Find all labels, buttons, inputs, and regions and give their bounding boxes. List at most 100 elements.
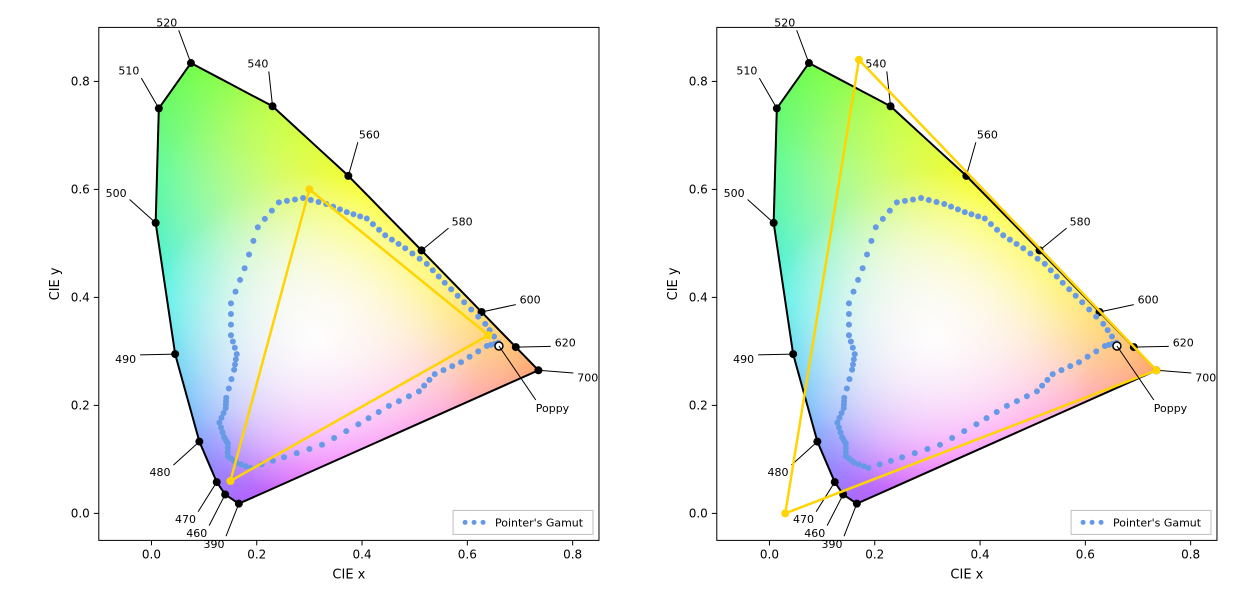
wavelength-leader xyxy=(140,354,175,355)
pointers-gamut-dot xyxy=(1003,403,1009,409)
x-tick-label: 0.6 xyxy=(458,547,477,561)
pointers-gamut-dot xyxy=(432,371,438,377)
wavelength-label: 510 xyxy=(736,65,757,78)
legend-marker-dot xyxy=(481,520,486,525)
pointers-gamut-dot xyxy=(1041,261,1047,267)
pointers-gamut-dot xyxy=(910,196,916,202)
pointers-gamut-dot xyxy=(849,362,855,368)
wavelength-marker xyxy=(830,478,838,486)
wavelength-label: 470 xyxy=(793,513,814,526)
y-tick-label: 0.4 xyxy=(71,290,90,304)
wavelength-label: 700 xyxy=(577,371,598,384)
pointers-gamut-dot xyxy=(386,403,392,409)
pointers-gamut-dot xyxy=(294,450,300,456)
wavelength-leader xyxy=(966,142,976,176)
pointers-gamut-dot xyxy=(1093,314,1099,320)
wavelength-leader xyxy=(141,78,158,108)
pointers-gamut-dot xyxy=(232,345,238,351)
pointers-gamut-dot xyxy=(246,252,252,258)
pointers-gamut-dot xyxy=(436,274,442,280)
pointers-gamut-dot xyxy=(396,398,402,404)
pointers-gamut-dot xyxy=(306,446,312,452)
pointers-gamut-dot xyxy=(987,221,993,227)
y-tick-label: 0.0 xyxy=(71,506,90,520)
wavelength-label: 470 xyxy=(175,513,196,526)
poppy-marker xyxy=(1112,342,1120,350)
gamut-triangle-vertex xyxy=(1152,366,1160,374)
pointers-gamut-dot xyxy=(228,322,234,328)
gamut-triangle-vertex xyxy=(781,509,789,517)
y-tick-label: 0.6 xyxy=(688,182,707,196)
pointers-gamut-dot xyxy=(937,442,943,448)
pointers-gamut-dot xyxy=(355,421,361,427)
pointers-gamut-dot xyxy=(350,211,356,217)
wavelength-leader xyxy=(1099,305,1133,312)
wavelength-label: 700 xyxy=(1195,371,1216,384)
wavelength-label: 540 xyxy=(247,57,268,70)
pointers-gamut-dot xyxy=(948,204,954,210)
pointers-gamut-dot xyxy=(1100,321,1106,327)
chromaticity-panel-right: 3904604704804905005105205405605806006207… xyxy=(618,0,1235,604)
wavelength-leader xyxy=(1133,346,1168,347)
pointers-gamut-dot xyxy=(442,280,448,286)
pointers-gamut-dot xyxy=(851,351,857,357)
pointers-gamut-dot xyxy=(1039,383,1045,389)
pointers-gamut-dot xyxy=(468,306,474,312)
pointers-gamut-dot xyxy=(849,367,855,373)
pointers-gamut-dot xyxy=(1079,299,1085,305)
wavelength-label: 480 xyxy=(149,466,170,479)
pointers-gamut-dot xyxy=(409,250,415,256)
pointers-gamut-dot xyxy=(448,286,454,292)
pointers-gamut-dot xyxy=(292,196,298,202)
pointers-gamut-dot xyxy=(308,197,314,203)
x-tick-label: 0.0 xyxy=(759,547,778,561)
pointers-gamut-dot xyxy=(281,454,287,460)
pointers-gamut-dot xyxy=(1006,237,1012,243)
y-tick-label: 0.6 xyxy=(71,182,90,196)
pointers-gamut-dot xyxy=(865,465,871,471)
pointers-gamut-dot xyxy=(449,363,455,369)
pointers-gamut-dot xyxy=(467,354,473,360)
pointers-gamut-dot xyxy=(269,208,275,214)
pointers-gamut-dot xyxy=(1066,286,1072,292)
wavelength-label: 500 xyxy=(106,187,127,200)
pointers-gamut-dot xyxy=(255,224,261,230)
pointers-gamut-dot xyxy=(475,314,481,320)
wavelength-label: 460 xyxy=(804,527,825,540)
x-tick-label: 0.8 xyxy=(563,547,582,561)
x-tick-label: 0.4 xyxy=(353,547,372,561)
pointers-gamut-dot xyxy=(843,385,849,391)
pointers-gamut-dot xyxy=(234,351,240,357)
pointers-gamut-dot xyxy=(228,332,234,338)
chromaticity-plot: 3904604704804905005105205405605806006207… xyxy=(618,0,1235,604)
pointers-gamut-dot xyxy=(1013,241,1019,247)
pointers-gamut-dot xyxy=(868,238,874,244)
pointers-gamut-dot xyxy=(941,201,947,207)
pointers-gamut-dot xyxy=(949,435,955,441)
pointers-gamut-dot xyxy=(482,321,488,327)
pointers-gamut-dot xyxy=(230,338,236,344)
poppy-label: Poppy xyxy=(536,402,570,415)
pointers-gamut-dot xyxy=(262,216,268,222)
wavelength-leader xyxy=(1156,370,1191,373)
pointers-gamut-dot xyxy=(994,227,1000,233)
legend-marker-dot xyxy=(472,520,477,525)
pointers-gamut-dot xyxy=(1086,306,1092,312)
pointers-gamut-dot xyxy=(370,221,376,227)
pointers-gamut-dot xyxy=(893,199,899,205)
pointers-gamut-dot xyxy=(911,450,917,456)
pointers-gamut-dot xyxy=(1013,398,1019,404)
pointers-gamut-dot xyxy=(389,237,395,243)
pointers-gamut-dot xyxy=(417,256,423,262)
pointers-gamut-dot xyxy=(1047,267,1053,273)
pointers-gamut-dot xyxy=(925,197,931,203)
pointers-gamut-dot xyxy=(284,198,290,204)
poppy-label: Poppy xyxy=(1153,402,1187,415)
pointers-gamut-dot xyxy=(918,195,924,201)
wavelength-label: 500 xyxy=(723,187,744,200)
pointers-gamut-dot xyxy=(845,322,851,328)
pointers-gamut-dot xyxy=(1072,293,1078,299)
wavelength-leader xyxy=(209,494,225,525)
wavelength-marker xyxy=(804,59,812,67)
pointers-gamut-dot xyxy=(376,409,382,415)
